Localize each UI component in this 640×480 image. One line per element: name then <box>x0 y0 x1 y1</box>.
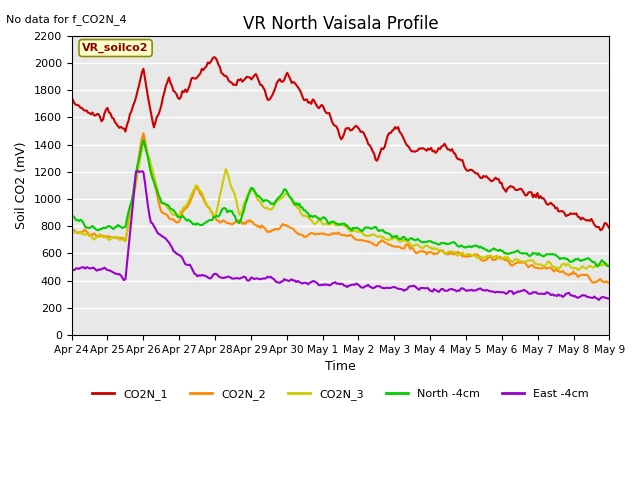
Title: VR North Vaisala Profile: VR North Vaisala Profile <box>243 15 438 33</box>
CO2N_2 <box>305 232 312 238</box>
East -4cm <box>134 168 141 174</box>
North -4cm <box>305 211 312 216</box>
East -4cm <box>68 266 76 272</box>
CO2N_1 <box>305 100 312 106</box>
North -4cm <box>593 264 601 269</box>
CO2N_3 <box>230 188 237 194</box>
Line: CO2N_2: CO2N_2 <box>72 133 609 283</box>
CO2N_2 <box>589 280 596 286</box>
North -4cm <box>134 162 141 168</box>
CO2N_3 <box>140 137 147 143</box>
CO2N_2 <box>248 219 255 225</box>
Text: VR_soilco2: VR_soilco2 <box>83 43 148 53</box>
East -4cm <box>257 276 264 282</box>
CO2N_1 <box>577 216 585 222</box>
CO2N_3 <box>305 215 312 220</box>
CO2N_1 <box>134 88 141 94</box>
CO2N_3 <box>579 264 586 269</box>
CO2N_3 <box>605 262 613 268</box>
East -4cm <box>248 275 255 280</box>
East -4cm <box>595 297 603 303</box>
CO2N_3 <box>68 230 76 236</box>
CO2N_2 <box>577 272 585 278</box>
CO2N_3 <box>248 186 255 192</box>
North -4cm <box>605 263 613 269</box>
Line: CO2N_3: CO2N_3 <box>72 140 609 270</box>
North -4cm <box>230 212 237 217</box>
CO2N_2 <box>68 227 76 233</box>
CO2N_1 <box>257 82 264 88</box>
CO2N_2 <box>605 280 613 286</box>
CO2N_1 <box>596 228 604 233</box>
East -4cm <box>577 293 585 299</box>
East -4cm <box>135 169 143 175</box>
X-axis label: Time: Time <box>325 360 356 373</box>
East -4cm <box>230 276 237 281</box>
CO2N_2 <box>134 164 141 170</box>
CO2N_3 <box>134 172 141 178</box>
Line: CO2N_1: CO2N_1 <box>72 57 609 230</box>
CO2N_2 <box>257 225 264 231</box>
CO2N_1 <box>68 94 76 100</box>
North -4cm <box>577 258 585 264</box>
CO2N_2 <box>230 221 237 227</box>
Y-axis label: Soil CO2 (mV): Soil CO2 (mV) <box>15 142 28 229</box>
CO2N_2 <box>140 131 147 136</box>
North -4cm <box>257 195 264 201</box>
CO2N_1 <box>248 77 255 83</box>
CO2N_1 <box>210 54 218 60</box>
Line: East -4cm: East -4cm <box>72 171 609 300</box>
CO2N_3 <box>574 267 582 273</box>
East -4cm <box>305 281 312 287</box>
Text: No data for f_CO2N_4: No data for f_CO2N_4 <box>6 14 127 25</box>
North -4cm <box>248 185 255 191</box>
North -4cm <box>140 137 147 143</box>
CO2N_1 <box>230 82 237 88</box>
East -4cm <box>605 296 613 301</box>
CO2N_3 <box>257 199 264 205</box>
CO2N_1 <box>605 225 613 231</box>
North -4cm <box>68 211 76 217</box>
Legend: CO2N_1, CO2N_2, CO2N_3, North -4cm, East -4cm: CO2N_1, CO2N_2, CO2N_3, North -4cm, East… <box>88 384 593 404</box>
Line: North -4cm: North -4cm <box>72 140 609 266</box>
